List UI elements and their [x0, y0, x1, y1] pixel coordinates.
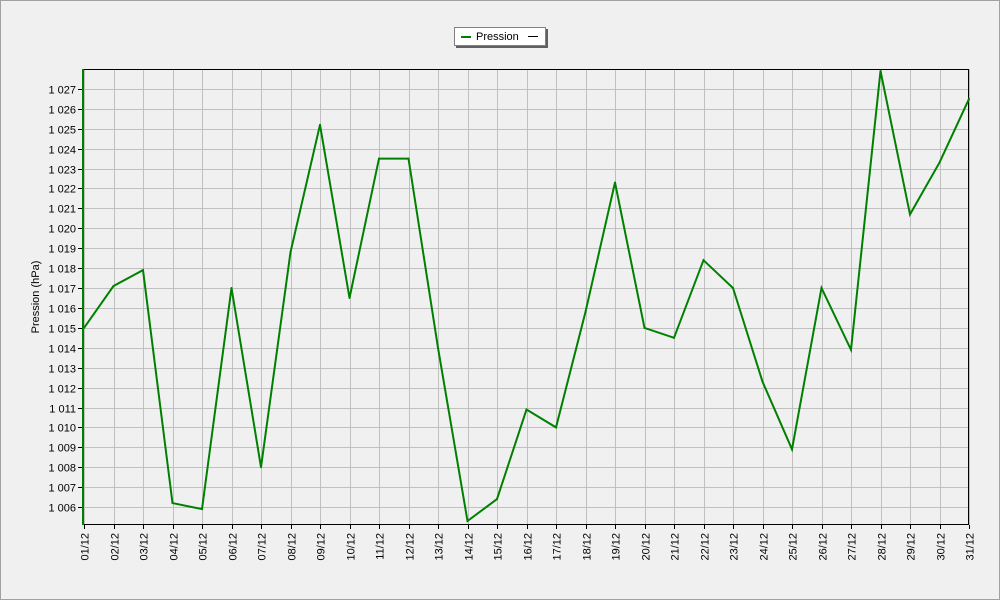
x-tick-label: 09/12	[316, 533, 328, 561]
y-tick-label: 1 016	[48, 304, 76, 316]
legend-dash	[527, 36, 538, 37]
y-tick-label: 1 015	[48, 324, 76, 336]
y-tick-label: 1 022	[48, 184, 76, 196]
x-tick-label: 22/12	[700, 533, 712, 561]
legend: Pression	[454, 27, 546, 46]
legend-swatch-pression	[461, 35, 471, 38]
x-tick-label: 11/12	[375, 533, 387, 560]
y-tick-label: 1 021	[48, 204, 76, 216]
y-tick-label: 1 012	[48, 384, 76, 396]
x-tick-label: 08/12	[287, 533, 299, 561]
y-tick-label: 1 006	[48, 503, 76, 515]
data-point	[938, 161, 941, 164]
y-tick-label: 1 013	[48, 364, 76, 376]
data-point	[909, 213, 911, 216]
x-tick-label: 12/12	[405, 533, 417, 561]
x-tick-label: 28/12	[877, 533, 889, 561]
x-tick-label: 17/12	[552, 533, 564, 561]
data-point	[437, 346, 439, 349]
y-tick-label: 1 018	[48, 264, 76, 276]
data-point	[643, 326, 646, 329]
x-tick-label: 26/12	[818, 533, 830, 561]
y-tick-label: 1 027	[48, 85, 76, 97]
x-tick-label: 23/12	[729, 533, 741, 561]
y-tick-label: 1 023	[48, 165, 76, 177]
x-tick-label: 03/12	[139, 533, 151, 561]
data-point	[791, 448, 793, 451]
data-point	[83, 326, 85, 329]
data-point	[496, 498, 498, 501]
data-point	[732, 287, 734, 290]
y-tick-label: 1 020	[48, 224, 76, 236]
data-point	[466, 520, 469, 523]
y-tick-label: 1 008	[48, 463, 76, 475]
data-point	[289, 251, 292, 254]
data-point	[230, 287, 233, 290]
data-point	[201, 508, 203, 511]
x-tick-label: 13/12	[434, 533, 446, 561]
x-tick-label: 25/12	[788, 533, 800, 561]
x-tick-label: 27/12	[847, 533, 859, 561]
x-tick-label: 14/12	[464, 533, 476, 561]
x-tick-label: 24/12	[759, 533, 771, 561]
data-point	[584, 310, 587, 313]
x-tick-label: 31/12	[965, 533, 977, 561]
x-tick-label: 20/12	[641, 533, 653, 561]
y-tick-label: 1 010	[48, 423, 76, 435]
x-tick-label: 30/12	[936, 533, 948, 561]
x-tick-label: 21/12	[670, 533, 682, 561]
data-point	[673, 336, 675, 339]
legend-label-pression: Pression	[476, 30, 519, 43]
x-tick-label: 05/12	[198, 533, 210, 561]
y-tick-label: 1 026	[48, 105, 76, 117]
x-tick-label: 04/12	[169, 533, 181, 561]
data-point	[702, 259, 705, 262]
y-tick-label: 1 025	[48, 125, 76, 137]
x-tick-label: 07/12	[257, 533, 269, 561]
data-point	[142, 269, 144, 272]
plot-area	[82, 69, 969, 525]
data-point	[879, 70, 882, 72]
x-tick-label: 10/12	[346, 533, 358, 561]
data-point	[171, 502, 174, 505]
y-tick-label: 1 024	[48, 145, 76, 157]
x-tick-label: 02/12	[110, 533, 122, 561]
x-tick-label: 01/12	[80, 533, 92, 561]
data-point	[348, 296, 351, 299]
x-tick-label: 16/12	[523, 533, 535, 561]
y-tick-label: 1 009	[48, 443, 76, 455]
data-point	[260, 466, 262, 469]
data-point	[820, 287, 823, 290]
y-tick-label: 1 011	[49, 404, 76, 416]
data-point	[319, 123, 321, 126]
data-point	[761, 380, 764, 383]
y-tick-label: 1 007	[48, 483, 76, 495]
data-point	[555, 426, 557, 429]
y-tick-label: 1 019	[48, 244, 76, 256]
x-tick-label: 19/12	[611, 533, 623, 561]
data-point	[525, 408, 528, 411]
x-tick-label: 15/12	[493, 533, 505, 561]
x-tick-label: 29/12	[906, 533, 918, 561]
data-point	[614, 181, 616, 184]
data-point	[968, 97, 970, 100]
x-tick-label: 18/12	[582, 533, 594, 561]
y-tick-label: 1 017	[48, 284, 76, 296]
y-axis-title: Pression (hPa)	[30, 261, 42, 334]
data-point	[378, 157, 380, 160]
x-tick-label: 06/12	[228, 533, 240, 561]
data-point	[112, 285, 115, 288]
y-tick-label: 1 014	[48, 344, 76, 356]
data-point	[407, 157, 410, 160]
data-point	[850, 348, 852, 351]
